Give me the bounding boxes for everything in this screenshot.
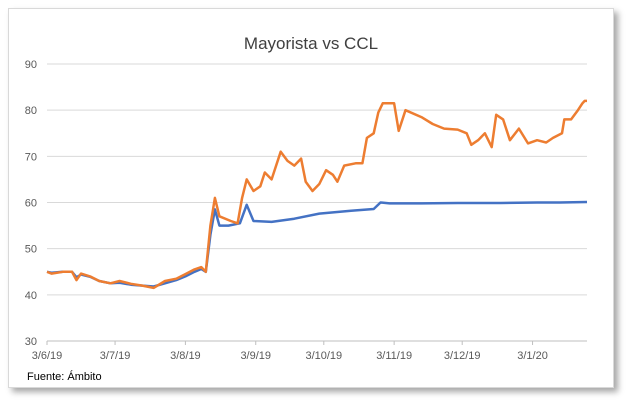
x-tick-label: 3/12/19 xyxy=(444,350,481,362)
y-tick-label: 70 xyxy=(25,151,37,163)
x-tick-label: 3/10/19 xyxy=(305,350,342,362)
x-tick-label: 3/9/19 xyxy=(240,350,271,362)
y-tick-label: 60 xyxy=(25,198,37,210)
chart-title: Mayorista vs CCL xyxy=(244,34,378,53)
series-line-1 xyxy=(46,200,588,288)
source-note: Fuente: Ámbito xyxy=(27,371,102,383)
y-tick-label: 90 xyxy=(25,59,37,71)
series-line-2 xyxy=(46,99,587,290)
x-tick-label: 3/11/19 xyxy=(376,350,412,362)
y-axis-ticks: 30 40 50 60 70 80 90 xyxy=(25,59,37,348)
x-tick-label: 3/6/19 xyxy=(32,350,63,362)
y-tick-label: 40 xyxy=(25,290,37,302)
x-tick-label: 3/8/19 xyxy=(170,350,201,362)
y-tick-label: 80 xyxy=(25,105,37,117)
y-tick-label: 50 xyxy=(25,244,37,256)
x-axis-ticks: 3/6/19 3/7/19 3/8/19 3/9/19 3/10/19 3/11/19 3/… xyxy=(32,341,548,362)
y-tick-label: 30 xyxy=(25,336,37,348)
x-tick-label: 3/1/20 xyxy=(517,350,548,362)
chart-frame: Mayorista vs CCL 30 40 50 60 70 80 90 3/6/19 3/… xyxy=(8,8,614,388)
x-tick-label: 3/7/19 xyxy=(100,350,131,362)
series-lines xyxy=(46,99,588,290)
gridlines xyxy=(47,63,587,342)
